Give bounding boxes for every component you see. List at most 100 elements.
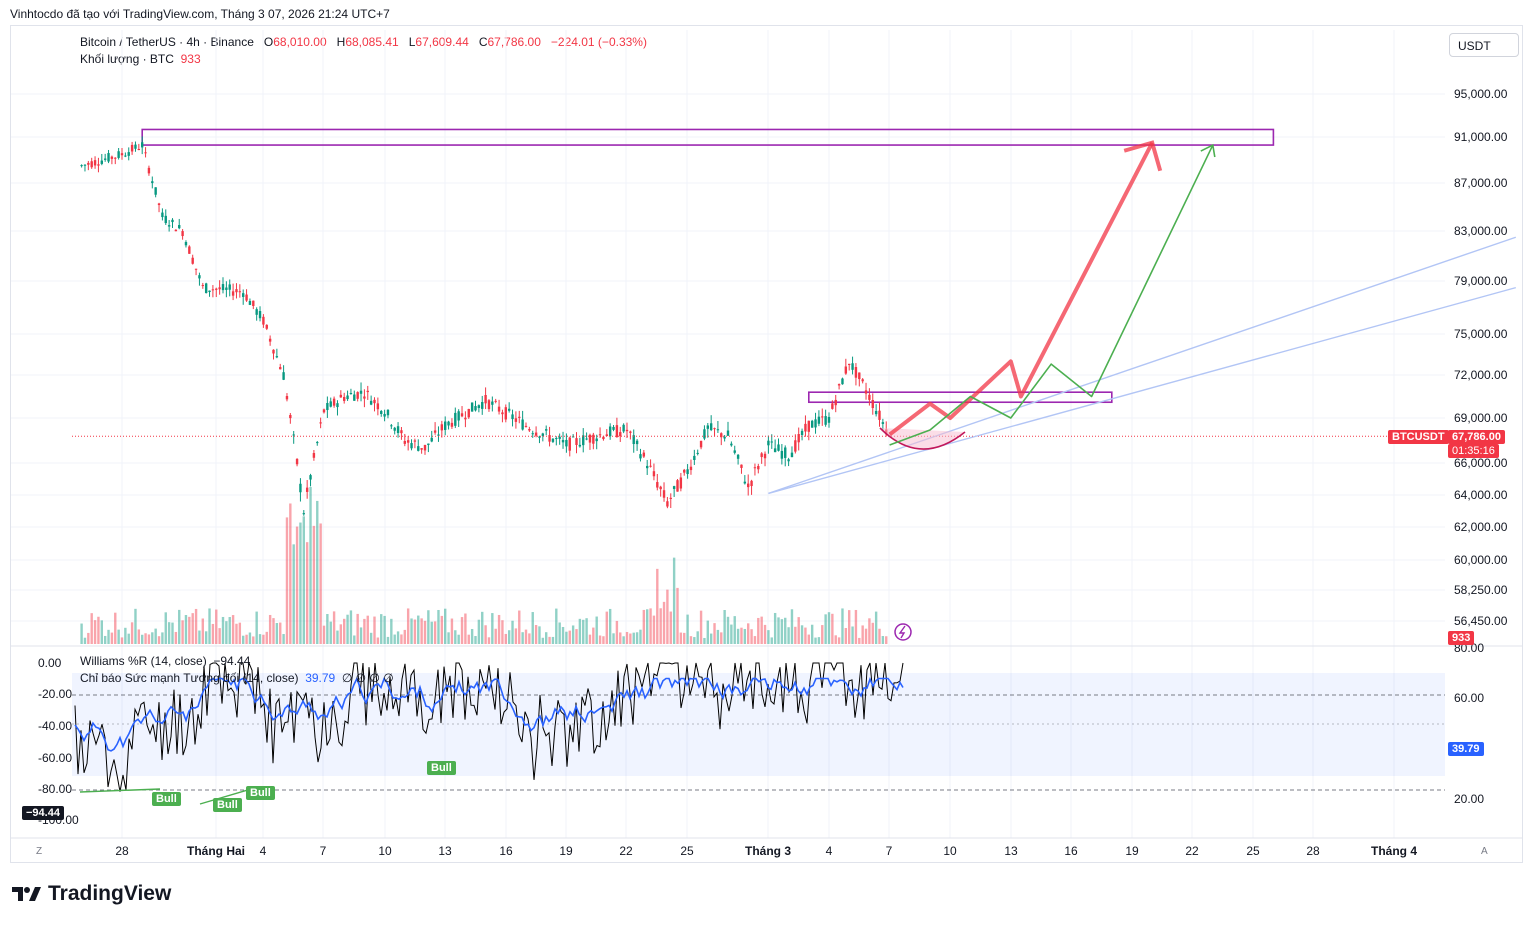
volume-bar <box>164 612 167 644</box>
volume-bar <box>578 618 582 644</box>
candle-body <box>157 203 161 206</box>
candle-body <box>83 164 87 166</box>
candle-body <box>848 363 851 365</box>
candle-body <box>659 486 662 490</box>
candle-body <box>514 418 518 422</box>
rsi-params: (14, close) <box>242 671 299 685</box>
volume-bar <box>834 635 837 644</box>
volume-bar <box>507 630 511 644</box>
volume-bar <box>787 627 790 644</box>
auto-scale-button[interactable]: A <box>1481 846 1488 857</box>
candle-body <box>777 444 780 451</box>
tradingview-logo[interactable]: TradingView <box>12 882 171 906</box>
candle-body <box>265 324 268 329</box>
volume-bar <box>433 621 437 644</box>
candle-body <box>585 438 588 440</box>
candle-body <box>316 442 319 444</box>
volume-value: 933 <box>180 52 201 66</box>
candle-body <box>188 246 191 254</box>
volume-bar <box>369 632 373 644</box>
bull-label: Bull <box>152 792 181 806</box>
rsi-band <box>72 673 1445 791</box>
volume-bar <box>444 608 447 644</box>
volume-bar <box>90 613 93 644</box>
candle-body <box>400 430 403 434</box>
volume-bar <box>730 624 733 644</box>
volume-bar <box>696 631 699 644</box>
volume-bar <box>487 637 491 644</box>
candle-body <box>767 440 770 446</box>
candle-body <box>329 401 332 407</box>
candle-body <box>218 287 221 290</box>
candle-body <box>178 225 181 229</box>
trend-line <box>768 286 1516 495</box>
candle-body <box>225 287 228 290</box>
volume-bar <box>218 628 221 644</box>
candle-body <box>319 422 322 424</box>
candle-body <box>841 378 844 385</box>
candle-body <box>184 241 188 246</box>
candle-body <box>410 443 413 449</box>
candle-body <box>238 291 242 293</box>
volume-bar <box>608 608 612 644</box>
candle-body <box>380 411 383 415</box>
x-tick-label: 22 <box>1185 844 1199 858</box>
symbol-title[interactable]: Bitcoin / TetherUS · 4h · Binance <box>80 35 254 49</box>
candle-body <box>612 426 615 430</box>
candle-body <box>757 465 760 470</box>
candle-body <box>100 160 103 164</box>
volume-label[interactable]: Khối lượng · BTC <box>80 52 174 66</box>
candle-body <box>359 390 363 394</box>
volume-bar <box>821 625 824 644</box>
volume-bar <box>635 632 639 644</box>
wr-tick-label: -20.00 <box>38 687 72 701</box>
volume-bar <box>679 632 683 644</box>
volume-bar <box>117 629 120 644</box>
candle-body <box>561 439 565 443</box>
volume-bar <box>316 500 319 644</box>
candle-body <box>649 465 652 467</box>
volume-bar <box>841 608 844 644</box>
candle-body <box>353 394 356 401</box>
volume-bar <box>810 624 814 644</box>
volume-bar <box>141 634 144 644</box>
candle-body <box>635 440 639 445</box>
volume-bar <box>551 636 555 644</box>
volume-bar <box>413 619 417 644</box>
volume-bar <box>248 632 252 644</box>
volume-bar <box>868 618 871 644</box>
rsi-label[interactable]: Chỉ báo Sức mạnh Tương đối <box>80 671 240 685</box>
volume-bar <box>676 587 679 644</box>
candle-body <box>582 435 585 446</box>
volume-bar <box>268 614 272 644</box>
trend-line <box>768 236 1517 495</box>
volume-bar <box>481 611 484 644</box>
volume-bar <box>753 636 757 644</box>
volume-bar <box>837 637 841 644</box>
volume-bar <box>470 628 474 644</box>
candle-body <box>386 409 390 416</box>
projection-green <box>889 144 1214 446</box>
ohlc-legend: Bitcoin / TetherUS · 4h · Binance O68,01… <box>80 35 647 49</box>
wr-label[interactable]: Williams %R (14, close) <box>80 654 207 668</box>
volume-bar <box>312 525 316 644</box>
volume-bar <box>848 610 851 644</box>
candle-body <box>723 436 726 439</box>
candle-body <box>558 436 561 439</box>
rsi-tick-label: 60.00 <box>1454 691 1484 705</box>
wr-tick-label: -40.00 <box>38 719 72 733</box>
candles <box>72 136 1445 516</box>
volume-bar <box>817 637 821 644</box>
volume-bar <box>773 612 777 644</box>
currency-button[interactable]: USDT <box>1449 33 1519 57</box>
candle-body <box>871 400 874 409</box>
zoom-left-button[interactable]: Z <box>36 846 43 857</box>
candle-body <box>174 229 178 232</box>
volume-bar <box>376 637 380 644</box>
candle-body <box>417 446 420 451</box>
volume-bar <box>326 614 329 644</box>
candle-body <box>834 399 837 406</box>
candle-body <box>747 483 750 488</box>
volume-bar <box>521 632 524 644</box>
